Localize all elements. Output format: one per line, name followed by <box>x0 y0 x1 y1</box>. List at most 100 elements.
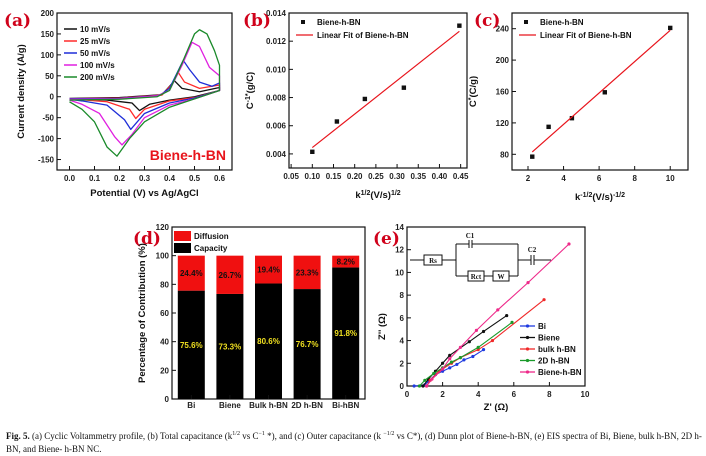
legend-label: 200 mV/s <box>80 73 115 82</box>
bar-data-label: 24.4% <box>180 269 203 278</box>
legend-label: Biene-h-BN <box>540 18 584 27</box>
bar-data-label: 73.3% <box>219 342 242 351</box>
axis-title-text: Potential (V) vs Ag/AgCl <box>90 188 198 199</box>
x-tick-label: 10 <box>666 174 675 183</box>
y-tick-label: 14 <box>395 223 404 232</box>
axis-title-text: (C/g) <box>468 76 479 98</box>
panel-label: (a) <box>4 11 31 31</box>
y-axis-title: Current density (A/g) <box>16 44 27 138</box>
data-point <box>455 362 459 367</box>
data-point <box>432 371 436 376</box>
data-point <box>530 154 535 159</box>
data-point <box>310 149 315 154</box>
data-point <box>334 119 340 124</box>
x-tick-label: 6 <box>597 174 602 183</box>
y-tick-label: -150 <box>38 156 55 165</box>
x-tick-label: 0.30 <box>389 172 405 181</box>
legend-label: Biene-h-BN <box>538 368 582 377</box>
y-tick-label: 0.010 <box>266 65 287 74</box>
category-label: Bulk h-BN <box>249 401 288 410</box>
data-point <box>474 328 479 332</box>
caption-sup: −1 <box>258 431 265 437</box>
x-tick-label: 0.1 <box>89 174 101 183</box>
figure-caption: Fig. 5. (a) Cyclic Voltammetry profile, … <box>6 428 706 456</box>
y-tick-label: 10 <box>395 268 404 277</box>
data-point <box>441 361 445 365</box>
y-tick-label: 80 <box>500 150 509 159</box>
y-tick-label: 0 <box>165 395 170 404</box>
bar-data-label: 23.3% <box>296 268 319 277</box>
legend-marker <box>525 324 530 328</box>
y-tick-label: 12 <box>395 246 404 255</box>
y-tick-label: 150 <box>41 30 55 39</box>
y-tick-label: 0 <box>50 93 55 102</box>
y-tick-label: 50 <box>45 72 54 81</box>
legend-label: 25 mV/s <box>80 37 111 46</box>
data-point <box>424 384 429 388</box>
y-tick-label: 240 <box>496 25 510 34</box>
bar-capacity <box>216 293 244 399</box>
x-tick-label: 2 <box>440 390 445 399</box>
legend-marker <box>525 347 530 351</box>
y-axis-title: Percentage of Contribution (%) <box>137 243 148 383</box>
legend-marker <box>301 20 305 24</box>
data-point <box>567 242 571 246</box>
chart-panel-d: 0 20 40 60 80 100 120(d) 75.6% 24.4% Bi 73.3% 26.7%… <box>133 223 366 410</box>
fit-line <box>531 29 671 153</box>
circuit-label-rct: Rct <box>471 273 482 281</box>
chart-panel-e: 0 2 4 6 8 10 12 14 0 2 4 6 8 10 (e) Bi Biene bulk h-BN 2D … <box>373 223 590 413</box>
y-tick-label: 100 <box>41 51 55 60</box>
y-tick-label: 120 <box>496 119 510 128</box>
y-tick-label: 60 <box>160 309 169 318</box>
y-tick-label: 80 <box>160 280 169 289</box>
data-point <box>423 378 427 382</box>
sample-annotation: Biene-h-BN <box>150 147 226 163</box>
circuit-label-c2: C2 <box>528 246 537 254</box>
plot-frame <box>406 226 586 387</box>
bar-data-label: 80.6% <box>257 337 280 346</box>
x-tick-label: 4 <box>561 174 566 183</box>
data-point <box>458 356 462 360</box>
data-point <box>496 308 500 312</box>
caption-text: vs C <box>239 431 259 441</box>
legend-label: Linear Fit of Biene-h-BN <box>317 31 409 40</box>
bar-data-label: 75.6% <box>180 341 203 350</box>
cv-curve <box>69 29 221 157</box>
x-tick-label: 0.5 <box>189 174 201 183</box>
x-axis-title: Z' (Ω) <box>484 402 509 413</box>
y-tick-label: 0.012 <box>266 37 287 46</box>
data-point <box>505 313 509 318</box>
bar-data-label: 76.7% <box>296 340 319 349</box>
data-point <box>458 345 462 349</box>
data-point <box>510 320 514 324</box>
axis-title-text: Percentage of Contribution (%) <box>137 243 148 383</box>
y-tick-label: 6 <box>400 314 405 323</box>
y-tick-label: 120 <box>156 223 170 232</box>
x-tick-label: 0.45 <box>453 172 469 181</box>
x-tick-label: 0.6 <box>214 174 226 183</box>
caption-text: (a) Cyclic Voltammetry profile, (b) Tota… <box>29 431 233 441</box>
data-point <box>412 384 416 388</box>
legend-label: Biene-h-BN <box>317 18 361 27</box>
bar-data-label: 19.4% <box>257 266 280 275</box>
y-tick-label: 160 <box>496 88 510 97</box>
y-tick-label: 200 <box>496 56 510 65</box>
bar-capacity <box>293 289 321 399</box>
legend-label: 100 mV/s <box>80 61 115 70</box>
data-point <box>467 340 471 344</box>
circuit-label-w: W <box>498 273 505 281</box>
category-label: 2D h-BN <box>291 401 323 410</box>
y-tick-label: 20 <box>160 366 169 375</box>
x-tick-label: 0.35 <box>410 172 426 181</box>
y-tick-label: 0 <box>400 382 405 391</box>
x-tick-label: 10 <box>581 390 590 399</box>
x-tick-label: 0 <box>405 390 410 399</box>
category-label: Biene <box>219 401 241 410</box>
legend-label: bulk h-BN <box>538 345 576 354</box>
caption-text: vs C*), (d) Dunn plot of Biene-h-BN, (e)… <box>6 431 702 454</box>
data-point <box>476 348 480 352</box>
data-point <box>441 367 445 371</box>
equivalent-circuit <box>410 240 551 282</box>
data-point <box>481 348 486 352</box>
